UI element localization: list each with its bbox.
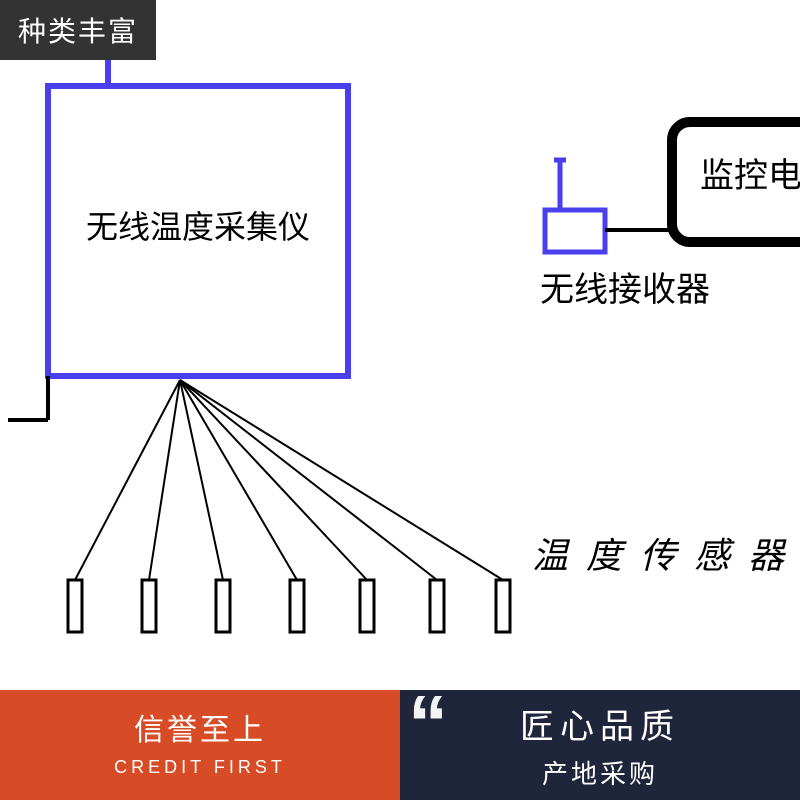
receiver-label: 无线接收器 (520, 272, 730, 309)
diagram-svg (0, 0, 800, 800)
monitor-label: 监控电 (700, 158, 800, 195)
banner-right-line1: 匠心品质 (520, 699, 680, 748)
banner-left-line2: CREDIT FIRST (114, 755, 286, 779)
banner-right-sub: 产地采购 (542, 754, 658, 791)
category-badge: 种类丰富 (0, 0, 156, 60)
category-badge-text: 种类丰富 (18, 16, 138, 47)
open-quote-icon: “ (408, 684, 448, 764)
banner-left: 信誉至上 CREDIT FIRST (0, 690, 400, 800)
bottom-banner: 信誉至上 CREDIT FIRST “ 匠心品质 产地采购 (0, 690, 800, 800)
sensor-label: 温 度 传 感 器 (520, 536, 800, 576)
collector-label: 无线温度采集仪 (48, 210, 348, 245)
banner-left-line1: 信誉至上 (134, 711, 266, 752)
diagram-stage: { "badge": { "text": "种类丰富", "bg": "#333… (0, 0, 800, 800)
banner-right: “ 匠心品质 产地采购 (400, 690, 800, 800)
